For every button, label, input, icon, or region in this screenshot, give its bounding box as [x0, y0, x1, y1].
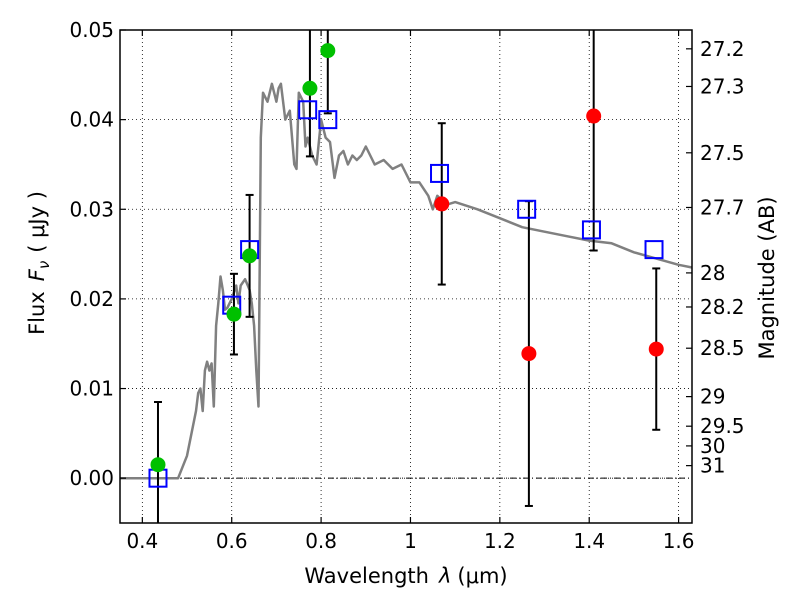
magnitude-tick-label: 31	[700, 454, 725, 478]
y2-axis-label: Magnitude (AB)	[755, 196, 779, 359]
grid	[120, 29, 692, 523]
model-photometry-point	[517, 199, 537, 219]
non-detection-point	[521, 346, 537, 362]
model-photometry-point	[318, 110, 338, 130]
model-photometry-markers	[148, 100, 664, 488]
magnitude-tick-label: 27.7	[700, 195, 745, 219]
magnitude-tick-label: 27.3	[700, 74, 745, 98]
magnitude-tick-label: 29	[700, 385, 725, 409]
model-photometry-point	[644, 240, 664, 260]
y-tick-label: 0.05	[69, 18, 114, 42]
x-tick-label: 1.6	[663, 529, 695, 553]
y-tick-labels: 0.00 0.01 0.02 0.03 0.04 0.05	[69, 18, 114, 490]
x-tick-labels: 0.4 0.6 0.8 1 1.2 1.4 1.6	[126, 529, 694, 553]
magnitude-tick-label: 28	[700, 261, 725, 285]
model-sed-curve	[120, 82, 693, 480]
model-photometry-point	[430, 163, 450, 183]
detection-point	[150, 457, 166, 473]
x-tick-label: 0.8	[305, 529, 337, 553]
detection-point	[242, 248, 258, 264]
x-tick-label: 1	[404, 529, 417, 553]
observed-photometry-markers	[150, 43, 664, 473]
magnitude-tick-label: 29.5	[700, 414, 745, 438]
x-tick-label: 0.6	[216, 529, 248, 553]
non-detection-point	[648, 341, 664, 357]
detection-point	[302, 80, 318, 96]
detection-point	[320, 43, 336, 59]
x-tick-label: 1.4	[573, 529, 605, 553]
model-photometry-point	[581, 220, 601, 240]
magnitude-tick-label: 27.2	[700, 37, 745, 61]
model-photometry-point	[298, 100, 318, 120]
plot-frame	[119, 29, 693, 524]
y-tick-label: 0.03	[69, 197, 114, 221]
magnitude-tick-label: 28.5	[700, 336, 745, 360]
axis-ticks	[120, 29, 692, 523]
y-tick-label: 0.01	[69, 377, 114, 401]
error-bars	[153, 30, 661, 523]
magnitude-tick-label: 30	[700, 434, 725, 458]
magnitude-tick-label: 28.2	[700, 295, 745, 319]
x-tick-label: 0.4	[126, 529, 158, 553]
non-detection-point	[586, 108, 602, 124]
y-tick-label: 0.02	[69, 287, 114, 311]
y-axis-label: FluxFν( μJy )	[25, 191, 53, 335]
x-axis-label: Wavelength λ (μm)	[304, 564, 507, 588]
non-detection-point	[434, 196, 450, 212]
y-tick-label: 0.00	[69, 466, 114, 490]
magnitude-tick-label: 27.5	[700, 141, 745, 165]
detection-point	[226, 306, 242, 322]
x-tick-label: 1.2	[484, 529, 516, 553]
y-tick-label: 0.04	[69, 108, 114, 132]
